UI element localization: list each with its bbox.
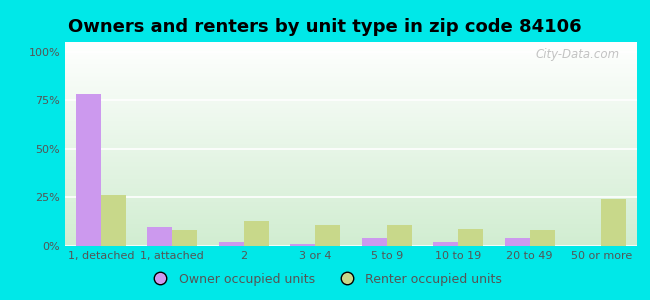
Bar [244,221,269,246]
Bar [601,200,626,246]
Bar [290,244,315,246]
Bar [433,242,458,246]
Bar [75,94,101,246]
Bar [505,238,530,246]
Bar [218,242,244,246]
Bar [147,226,172,246]
Bar [315,225,341,246]
Legend: Owner occupied units, Renter occupied units: Owner occupied units, Renter occupied un… [143,268,507,291]
Bar [530,230,554,246]
Text: Owners and renters by unit type in zip code 84106: Owners and renters by unit type in zip c… [68,18,582,36]
Text: City-Data.com: City-Data.com [536,48,620,61]
Bar [172,230,198,246]
Bar [101,196,126,246]
Bar [387,225,412,246]
Bar [458,229,483,246]
Bar [361,238,387,246]
